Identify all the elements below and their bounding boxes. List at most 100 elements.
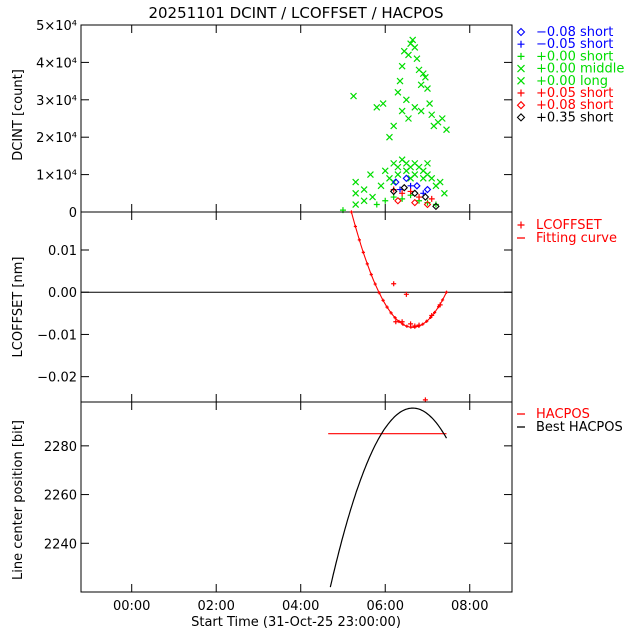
fit-point — [361, 250, 365, 254]
fit-point — [440, 298, 445, 302]
data-point — [350, 92, 357, 100]
fit-point — [349, 210, 354, 214]
data-point — [411, 198, 419, 207]
data-point — [416, 322, 422, 328]
legend-label: +0.35 short — [536, 110, 613, 125]
data-point — [403, 291, 409, 297]
data-point — [424, 159, 431, 167]
x-tick-label: 08:00 — [451, 599, 488, 614]
data-point — [405, 115, 412, 122]
data-point — [408, 321, 414, 327]
data-point — [424, 199, 431, 206]
fit-point — [389, 311, 393, 315]
legend-marker — [517, 52, 525, 60]
data-point — [394, 88, 402, 96]
data-point — [407, 182, 414, 189]
legend-label: −0.05 short — [536, 37, 613, 52]
data-point — [412, 323, 418, 329]
data-point — [428, 195, 435, 202]
x-axis-label: Start Time (31-Oct-25 23:00:00) — [191, 615, 401, 630]
data-point — [398, 107, 406, 115]
data-point — [432, 202, 440, 211]
legend-marker — [517, 64, 525, 73]
fit-point — [365, 262, 369, 266]
x-tick-label: 06:00 — [367, 599, 404, 614]
fit-point — [385, 305, 389, 309]
data-point — [420, 190, 427, 197]
data-point — [373, 201, 380, 208]
y-tick-label: 5×10⁴ — [36, 19, 77, 34]
data-point — [390, 178, 398, 186]
y-tick-label: 0.00 — [48, 286, 77, 301]
y-tick-label: 1×10⁴ — [36, 169, 77, 184]
fit-point — [425, 319, 429, 323]
data-point — [432, 201, 439, 208]
data-point — [429, 312, 435, 318]
x-tick-label: 00:00 — [113, 599, 150, 614]
data-point — [390, 186, 397, 193]
data-point — [398, 62, 406, 70]
data-point — [394, 171, 402, 179]
data-point — [382, 197, 389, 204]
fit-point — [433, 310, 437, 315]
hacpos-ylabel: Line center position [bit] — [11, 420, 26, 580]
fit-point — [444, 290, 449, 294]
plot-frame — [80, 24, 513, 213]
data-point — [389, 187, 398, 196]
hacpos-panel: 2240 2260 2280 00:00 02:00 04:00 06:00 08:00 HAC… — [44, 401, 623, 614]
fit-point — [357, 238, 361, 242]
plot-frame — [80, 211, 513, 403]
lcoffset-ylabel: LCOFFSET [nm] — [11, 257, 26, 358]
legend-label: HACPOS — [536, 407, 590, 422]
data-point — [402, 174, 411, 183]
data-point — [360, 197, 368, 205]
legend-marker — [517, 40, 525, 48]
data-point — [402, 96, 410, 104]
data-point — [381, 167, 389, 175]
legend-label: +0.05 short — [536, 86, 613, 101]
data-point — [426, 100, 434, 107]
legend-label: −0.08 short — [536, 25, 613, 40]
data-point — [411, 44, 419, 51]
data-point — [373, 103, 381, 111]
fit-point — [381, 298, 385, 303]
legend-label: +0.00 middle — [536, 62, 624, 77]
data-point — [443, 126, 450, 134]
fit-point — [353, 224, 357, 229]
data-point — [437, 302, 443, 308]
y-tick-label: −0.02 — [37, 371, 77, 386]
data-point — [399, 190, 406, 197]
y-tick-label: 0.01 — [48, 244, 77, 259]
legend-marker — [516, 113, 526, 122]
fit-point — [421, 322, 425, 326]
y-tick-label: 4×10⁴ — [36, 56, 77, 71]
data-point — [421, 193, 430, 201]
data-point — [396, 77, 404, 85]
data-point — [436, 178, 444, 186]
data-point — [394, 197, 402, 205]
data-point — [390, 122, 398, 130]
dcint-panel: 0 1×10⁴ 2×10⁴ 3×10⁴ 4×10⁴ 5×10⁴ −0.08 short−0.… — [36, 19, 624, 221]
legend-label: Best HACPOS — [536, 420, 623, 435]
data-point — [419, 70, 427, 78]
x-tick-label: 04:00 — [282, 599, 319, 614]
data-point — [399, 195, 406, 202]
data-point — [411, 189, 419, 198]
fitting-curve — [350, 211, 447, 328]
fit-point — [393, 316, 397, 320]
legend-marker — [516, 27, 526, 37]
data-point — [360, 186, 368, 193]
legend-marker — [517, 76, 525, 85]
data-point — [352, 201, 360, 208]
best-hacpos-curve — [329, 407, 448, 588]
data-point — [393, 319, 399, 325]
data-point — [424, 171, 431, 179]
y-tick-label: −0.01 — [37, 328, 77, 343]
y-tick-label: 2240 — [44, 537, 77, 552]
data-point — [413, 55, 421, 63]
data-point — [416, 194, 423, 201]
legend-label: +0.08 short — [536, 98, 613, 113]
fit-point — [405, 324, 409, 328]
